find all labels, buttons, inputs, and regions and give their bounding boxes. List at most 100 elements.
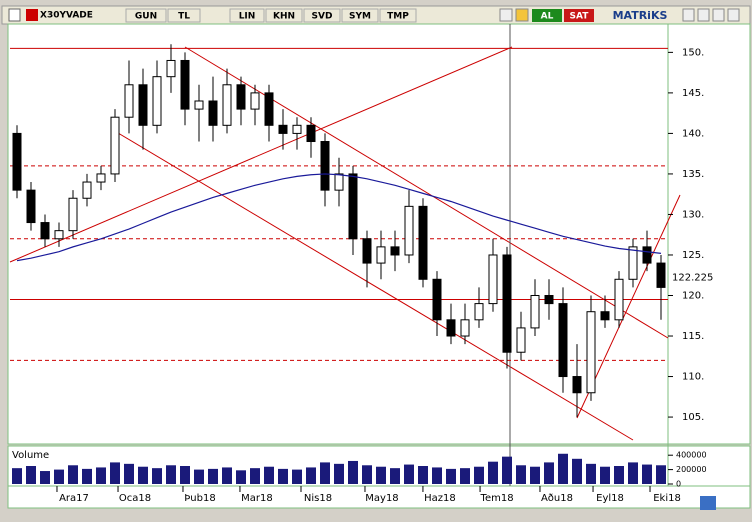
x-tick-label: Aðu18: [541, 493, 573, 504]
icon[interactable]: [515, 8, 529, 22]
volume-bar: [278, 468, 288, 484]
close[interactable]: [727, 8, 740, 22]
volume-bar: [292, 469, 302, 484]
candle-body: [642, 246, 652, 264]
volume-bar: [628, 462, 638, 484]
candle-body: [628, 246, 638, 280]
toolbar-button[interactable]: [341, 8, 379, 23]
volume-bar: [26, 466, 36, 484]
candle-body: [572, 376, 582, 394]
volume-bar: [264, 466, 274, 484]
x-tick-label: Eki18: [653, 493, 681, 504]
candle-body: [68, 197, 78, 232]
restore[interactable]: [697, 8, 710, 22]
close-icon[interactable]: [26, 9, 38, 21]
candle-body: [558, 303, 568, 378]
candle-body: [110, 116, 120, 175]
x-tick-label: Haz18: [424, 493, 456, 504]
volume-bar: [110, 462, 120, 484]
toolbar-button-label[interactable]: GUN: [135, 12, 157, 22]
toolbar-button[interactable]: [125, 8, 167, 23]
candle-body: [502, 254, 512, 353]
volume-title: Volume: [12, 450, 49, 461]
icon[interactable]: [499, 8, 513, 22]
volume-bar: [236, 470, 246, 484]
volume-bar: [96, 467, 106, 484]
candle-body: [516, 327, 526, 353]
volume-bar: [54, 469, 64, 484]
volume-bar: [586, 463, 596, 484]
trendline: [9, 46, 513, 263]
toolbar-button[interactable]: [265, 8, 303, 23]
candle-body: [362, 238, 372, 264]
brand: MATRiKS: [613, 9, 668, 22]
candle-body: [194, 100, 204, 110]
candle-body: [320, 141, 330, 191]
x-tick-label: May18: [365, 493, 398, 504]
volume-bar: [222, 467, 232, 484]
volume-tick-label: 0: [676, 480, 681, 489]
x-tick-label: Þub18: [184, 493, 215, 504]
candle-body: [474, 303, 484, 321]
buy-button[interactable]: [532, 9, 562, 22]
y-tick-label: 145.: [682, 88, 704, 99]
candle-body: [460, 319, 470, 337]
volume-tick-label: 400000: [676, 451, 707, 460]
candle-body: [40, 222, 50, 240]
candle-body: [12, 132, 22, 191]
toolbar-button-label[interactable]: KHN: [273, 12, 295, 22]
moving-average: [16, 173, 662, 262]
toolbar-button-label[interactable]: TMP: [387, 12, 409, 22]
last-price-tag: [670, 270, 714, 285]
y-tick-label: 115.: [682, 331, 704, 342]
volume-bar: [488, 461, 498, 484]
minimize[interactable]: [682, 8, 695, 22]
candle-body: [656, 262, 666, 288]
volume-bar: [558, 453, 568, 484]
candle-body: [614, 278, 624, 321]
volume-bar: [642, 464, 652, 484]
candle-body: [166, 59, 176, 78]
x-tick-label: Eyl18: [596, 493, 624, 504]
volume-bar: [376, 466, 386, 484]
volume-bar: [68, 465, 78, 484]
toolbar-button-label[interactable]: LIN: [239, 12, 256, 22]
toolbar-button-label[interactable]: TL: [178, 12, 190, 22]
toolbar-button[interactable]: [379, 8, 417, 23]
candle-body: [348, 173, 358, 240]
x-tick-label: Oca18: [119, 493, 151, 504]
candle-body: [278, 124, 288, 134]
toolbar-button[interactable]: [303, 8, 341, 23]
buy-label[interactable]: AL: [541, 12, 554, 22]
sell-label[interactable]: SAT: [570, 12, 590, 22]
candle-body: [488, 254, 498, 305]
candle-body: [26, 189, 36, 224]
volume-bar: [656, 465, 666, 484]
x-tick-label: Mar18: [241, 493, 273, 504]
toolbar-button-label[interactable]: SYM: [349, 12, 371, 22]
volume-bar: [138, 466, 148, 484]
maximize[interactable]: [712, 8, 725, 22]
x-tick-label: Tem18: [480, 493, 514, 504]
toolbar-button[interactable]: [229, 8, 265, 23]
toolbar-button-label[interactable]: SVD: [312, 12, 333, 22]
volume-bar: [180, 466, 190, 484]
y-tick-label: 150.: [682, 47, 704, 58]
candle-body: [530, 294, 540, 329]
candle-body: [586, 311, 596, 394]
candle-body: [334, 173, 344, 191]
last-price-label: 122.225: [672, 272, 713, 283]
x-tick-label: Nis18: [304, 493, 332, 504]
checkbox[interactable]: [8, 8, 21, 22]
candle-body: [292, 124, 302, 134]
sell-button[interactable]: [564, 9, 594, 22]
refresh-icon[interactable]: [700, 496, 716, 510]
candle-body: [306, 124, 316, 143]
symbol: X30YVADE: [40, 11, 93, 21]
candle-body: [250, 92, 260, 110]
toolbar-button[interactable]: [167, 8, 201, 23]
trendline: [112, 129, 634, 441]
candle-body: [96, 173, 106, 183]
volume-bar: [334, 463, 344, 484]
